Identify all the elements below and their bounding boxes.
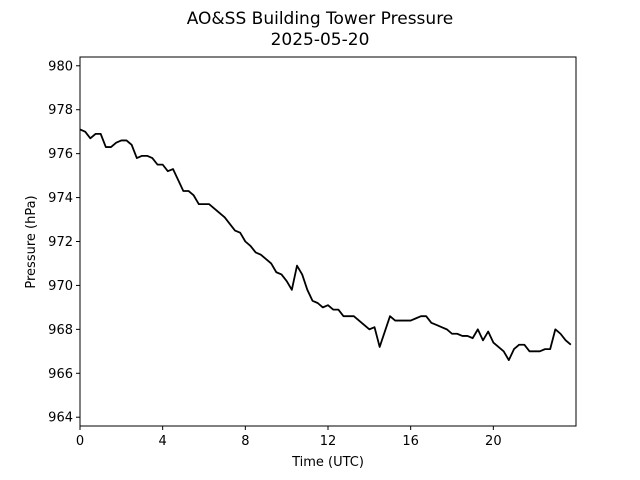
y-axis-label: Pressure (hPa) [24,195,39,288]
y-tick-label: 964 [48,411,73,426]
x-tick-label: 12 [320,434,337,449]
x-tick-label: 20 [485,434,502,449]
x-tick-label: 8 [241,434,249,449]
plot-frame [79,56,577,427]
x-tick-label: 4 [159,434,167,449]
x-tick-label: 16 [402,434,419,449]
y-tick-label: 972 [48,235,73,250]
y-tick-label: 974 [48,191,73,206]
y-tick-label: 968 [48,323,73,338]
y-tick-label: 966 [48,367,73,382]
line [79,128,572,362]
y-tick-label: 976 [48,147,73,162]
y-tick-label: 978 [48,103,73,118]
chart-subtitle: 2025-05-20 [271,30,370,50]
y-tick-label: 970 [48,279,73,294]
x-tick-label: 0 [76,434,84,449]
x-axis-label: Time (UTC) [291,455,364,470]
y-tick-label: 980 [48,59,73,74]
chart-title: AO&SS Building Tower Pressure [187,9,454,29]
